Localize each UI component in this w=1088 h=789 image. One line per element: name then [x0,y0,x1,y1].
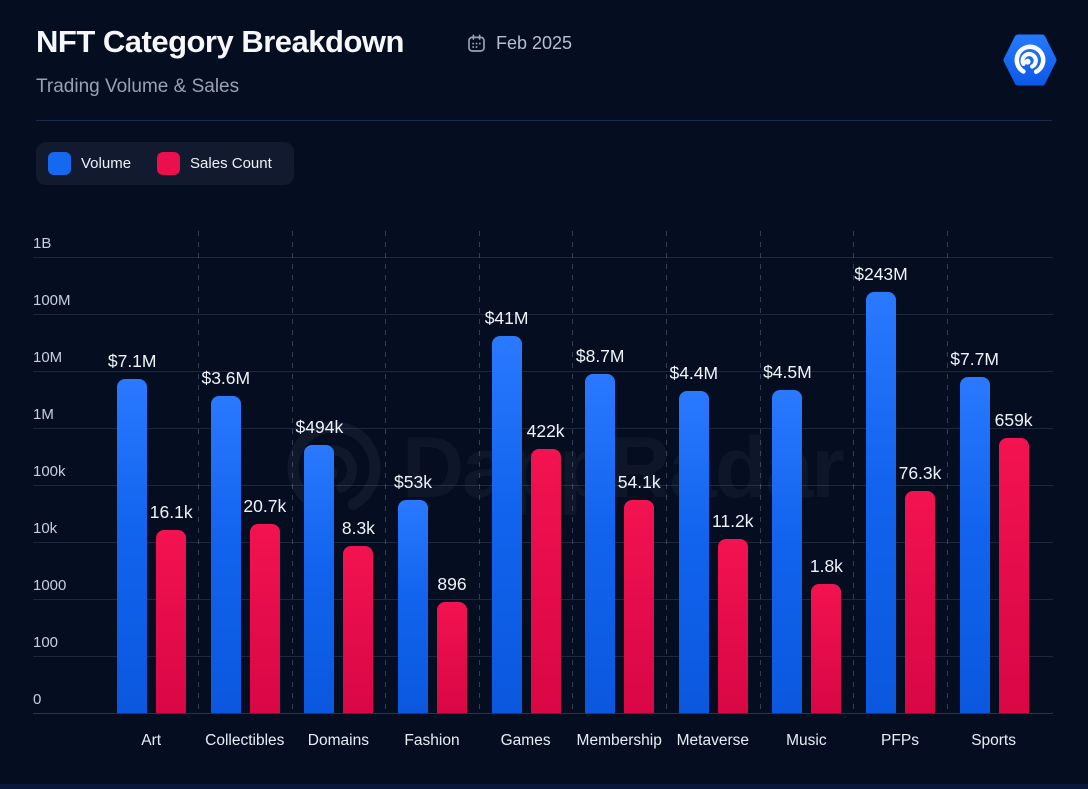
sales-bar[interactable] [530,449,561,713]
category-separator [385,231,387,713]
sales-bar[interactable] [624,499,655,713]
sales-bar[interactable] [343,546,374,713]
y-axis-tick-label: 0 [33,691,42,708]
volume-bar[interactable] [117,379,148,713]
sales-value-label: 422k [526,421,565,442]
period-label: Feb 2025 [496,33,573,53]
x-axis-category-label: Domains [307,732,369,749]
sales-value-label: 11.2k [712,511,754,531]
x-axis-category-label: Music [786,732,827,749]
sales-value-label: 659k [994,410,1033,431]
sales-bar[interactable] [249,523,280,713]
x-axis-category-label: PFPs [881,732,919,749]
volume-bar[interactable] [491,335,522,713]
volume-bar[interactable] [678,390,709,713]
category-separator [759,231,761,713]
volume-value-label: $53k [394,472,432,493]
sales-bar[interactable] [905,491,935,713]
volume-bar[interactable] [772,390,803,713]
x-axis-category-label: Metaverse [676,732,749,749]
legend-item-volume[interactable]: Volume [48,152,131,175]
x-axis-category-label: Fashion [404,732,460,749]
volume-value-label: $3.6M [201,367,251,388]
legend-item-sales-count[interactable]: Sales Count [157,152,272,175]
category-separator [572,231,574,713]
category-separator [666,231,667,713]
volume-bar[interactable] [866,291,896,713]
bottom-accent-strip [0,784,1088,789]
page-title: NFT Category Breakdown [36,24,404,59]
calendar-icon [466,33,487,54]
chart-legend: Volume Sales Count [36,142,294,185]
volume-value-label: $4.4M [669,362,719,383]
volume-value-label: $8.7M [575,346,625,367]
volume-bar[interactable] [585,374,616,713]
page-subtitle: Trading Volume & Sales [36,76,240,97]
y-axis-tick-label: 10M [33,348,63,366]
sales-value-label: 76.3k [898,463,942,484]
y-gridline [33,713,1053,714]
x-axis-category-label: Games [500,732,551,749]
x-axis-category-label: Membership [576,732,662,749]
x-axis-category-label: Art [141,732,162,749]
volume-value-label: $7.1M [107,351,157,372]
y-gridline [33,427,1053,429]
category-separator [853,231,855,713]
sales-count-swatch [157,152,181,175]
sales-value-label: 16.1k [149,502,193,522]
legend-label-volume: Volume [81,155,132,172]
x-axis-category-label: Sports [971,732,1016,749]
sales-bar[interactable] [811,584,842,713]
x-axis-category-label: Collectibles [205,732,285,749]
y-axis-tick-label: 10k [33,519,58,537]
y-axis-tick-label: 1M [33,405,54,423]
y-axis-tick-label: 100k [33,462,66,480]
category-separator [291,231,293,713]
sales-value-label: 54.1k [617,471,661,492]
y-gridline [33,370,1053,372]
volume-value-label: $4.5M [763,362,812,383]
y-gridline [33,256,1053,258]
header-divider [36,120,1052,121]
period-selector[interactable]: Feb 2025 [466,33,572,54]
dappradar-logo[interactable] [1003,33,1057,87]
sales-bar[interactable] [156,530,187,713]
sales-bar[interactable] [437,601,467,713]
category-separator [478,231,480,713]
sales-value-label: 1.8k [809,556,843,577]
category-separator [946,231,948,713]
legend-label-sales-count: Sales Count [190,155,272,172]
volume-bar[interactable] [210,395,241,713]
y-axis-tick-label: 100M [33,291,71,309]
volume-bar[interactable] [304,445,335,713]
sales-value-label: 896 [437,573,467,594]
sales-bar[interactable] [717,539,748,713]
volume-bar[interactable] [959,377,990,713]
y-axis-tick-label: 1B [33,234,52,252]
volume-swatch [48,152,71,175]
sales-value-label: 20.7k [243,495,287,516]
sales-bar[interactable] [998,438,1029,713]
y-axis-tick-label: 1000 [33,576,67,594]
volume-bar[interactable] [398,500,428,713]
category-separator [198,231,199,713]
y-gridline [33,313,1053,315]
volume-value-label: $41M [484,307,529,328]
volume-value-label: $494k [295,417,344,438]
volume-value-label: $7.7M [950,349,999,370]
y-axis-tick-label: 100 [33,633,59,651]
sales-value-label: 8.3k [341,518,375,539]
volume-value-label: $243M [854,263,908,284]
